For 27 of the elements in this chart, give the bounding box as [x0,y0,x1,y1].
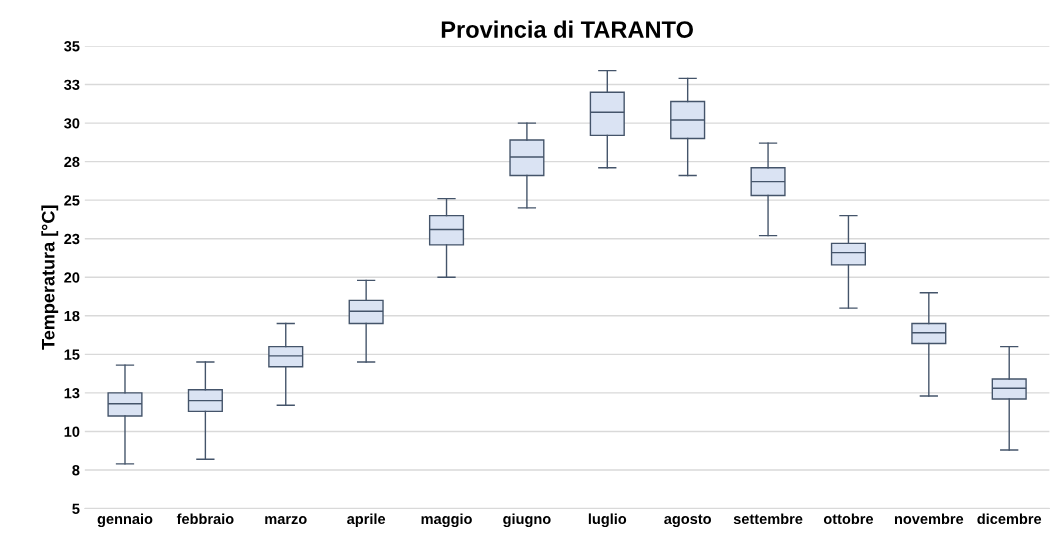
y-tick-label: 28 [64,156,80,168]
x-tick-label: gennaio [97,513,153,528]
y-tick-label: 8 [72,465,80,476]
chart-title: Provincia di TARANTO [441,20,693,38]
y-tick-label: 18 [64,310,80,322]
x-tick-label: settembre [733,513,803,525]
y-tick-label: 20 [64,272,80,283]
y-tick-label: 15 [64,349,80,360]
y-tick-label: 33 [64,79,80,90]
x-tick-label: febbraio [176,513,234,525]
x-tick-label: novembre [894,513,964,525]
y-tick-label: 23 [64,233,80,245]
x-tick-label: marzo [265,516,307,525]
y-tick-label: 30 [64,118,80,129]
x-tick-label: ottobre [823,513,874,525]
y-axis-title: Temperatura [°C] [41,205,59,350]
y-tick-label: 35 [64,41,80,52]
y-tick-label: 10 [64,426,80,437]
x-tick-label: aprile [347,513,386,527]
x-tick-label: agosto [664,514,712,527]
y-tick-label: 25 [64,195,80,206]
x-tick-label: giugno [503,513,551,528]
x-tick-label: luglio [588,513,627,528]
x-tick-label: dicembre [977,513,1042,525]
y-tick-label: 5 [72,503,80,514]
x-tick-label: maggio [421,513,472,528]
y-tick-label: 13 [64,388,80,399]
